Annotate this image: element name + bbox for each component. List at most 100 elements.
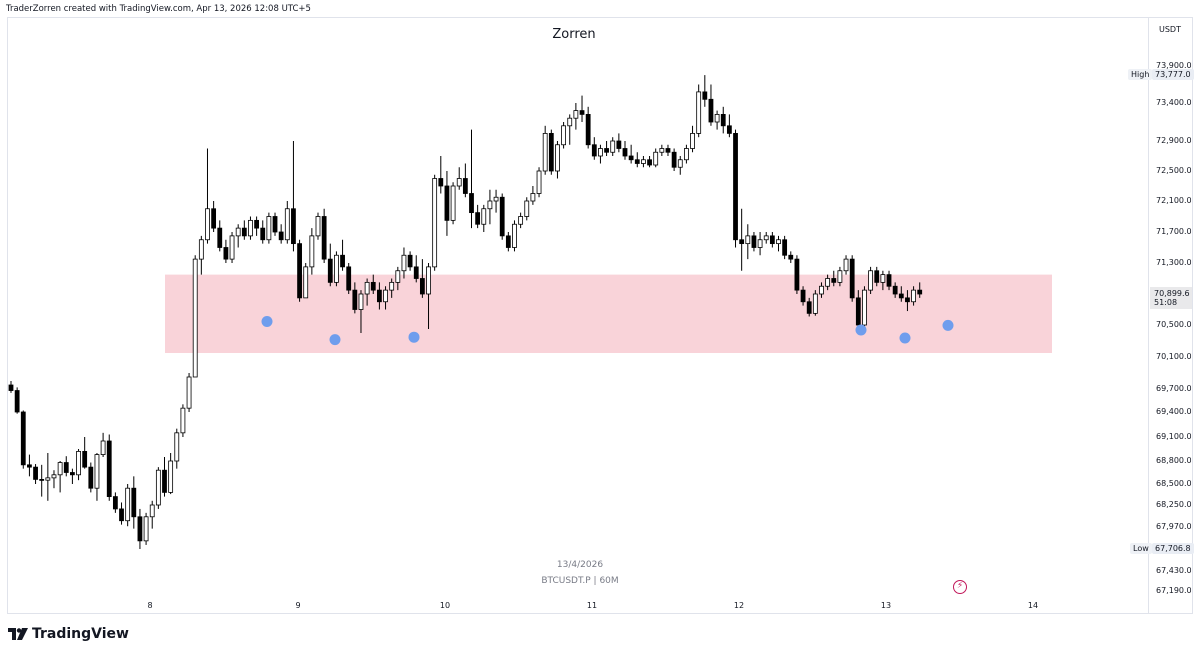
- bolt-icon[interactable]: ⚡: [953, 580, 967, 594]
- candle-body: [917, 289, 923, 295]
- candle: [567, 114, 573, 145]
- candle-body: [604, 148, 609, 153]
- candle: [812, 290, 818, 316]
- candle: [432, 174, 438, 271]
- candle: [143, 512, 149, 545]
- low-value: 67,706.8: [1152, 543, 1194, 554]
- candle: [530, 186, 536, 205]
- y-tick-label: 68,250.0: [1156, 500, 1192, 509]
- candle: [573, 103, 579, 130]
- candle-body: [82, 450, 88, 468]
- candle-body: [628, 155, 634, 161]
- candle: [63, 456, 69, 477]
- candle: [886, 270, 892, 291]
- currency-label[interactable]: USDT: [1159, 25, 1181, 34]
- chart-title: Zorren: [552, 27, 596, 42]
- candle: [763, 232, 769, 244]
- candle-body: [419, 278, 425, 295]
- candle: [376, 282, 382, 310]
- price-axis[interactable]: [1148, 17, 1193, 614]
- candle-body: [27, 464, 32, 468]
- candle: [321, 208, 327, 263]
- candle-body: [812, 293, 818, 314]
- candle: [340, 239, 345, 271]
- candle: [315, 212, 321, 240]
- y-tick-label: 67,970.0: [1156, 522, 1192, 531]
- candle: [223, 239, 229, 263]
- candle-body: [376, 289, 382, 303]
- candle: [211, 201, 217, 232]
- candle-body: [487, 200, 493, 210]
- candle-body: [70, 472, 75, 476]
- y-tick-label: 68,800.0: [1156, 456, 1192, 465]
- candle: [192, 255, 198, 378]
- candle: [266, 212, 272, 244]
- candle: [898, 286, 904, 302]
- candle: [450, 182, 456, 225]
- candle: [14, 387, 20, 414]
- candle-body: [831, 278, 837, 283]
- candle-body: [905, 297, 910, 303]
- footer-brand[interactable]: TradingView: [32, 626, 129, 642]
- candle-body: [346, 266, 352, 291]
- candle-body: [456, 178, 462, 187]
- candle-body: [45, 477, 51, 481]
- candle: [260, 220, 266, 244]
- candle: [714, 110, 720, 130]
- y-tick-label: 70,500.0: [1156, 320, 1192, 329]
- candle: [76, 449, 81, 481]
- candle-body: [223, 247, 229, 260]
- candle: [419, 259, 425, 298]
- candle-body: [383, 289, 388, 303]
- candle: [413, 255, 419, 283]
- candle: [112, 492, 118, 513]
- candle: [352, 282, 358, 314]
- candle-body: [426, 266, 431, 295]
- candle-body: [321, 216, 327, 260]
- y-tick-label: 69,700.0: [1156, 384, 1192, 393]
- tradingview-logo-icon[interactable]: [8, 628, 30, 640]
- candle: [911, 286, 916, 306]
- candle-body: [874, 270, 880, 283]
- candle: [168, 453, 174, 495]
- candle: [309, 228, 315, 275]
- candle: [241, 220, 247, 240]
- candle: [284, 201, 290, 244]
- candle: [438, 156, 444, 194]
- candle: [684, 144, 689, 164]
- candle-body: [8, 384, 14, 391]
- candle: [235, 224, 241, 248]
- candle-body: [125, 487, 131, 522]
- y-tick-label: 73,400.0: [1156, 98, 1192, 107]
- candle-body: [911, 289, 916, 303]
- candle-body: [469, 193, 474, 214]
- candle-body: [217, 227, 223, 248]
- candle: [585, 106, 591, 149]
- candle: [837, 266, 843, 287]
- y-tick-label: 71,700.0: [1156, 227, 1192, 236]
- candle: [512, 220, 517, 252]
- x-tick-label: 13: [880, 601, 892, 610]
- candle: [327, 243, 333, 287]
- candle: [800, 286, 806, 306]
- candle: [370, 274, 376, 294]
- candle: [131, 476, 137, 529]
- candle: [20, 410, 26, 469]
- candle: [647, 156, 652, 168]
- candle: [297, 239, 302, 302]
- candle-body: [880, 274, 886, 283]
- candle: [874, 266, 880, 287]
- candle: [782, 235, 788, 260]
- y-tick-label: 72,500.0: [1156, 166, 1192, 175]
- swing-low-markers: [261, 315, 954, 346]
- candle: [229, 232, 235, 263]
- watermark-date: 13/4/2026: [556, 560, 604, 570]
- candle-body: [162, 469, 167, 493]
- candle: [137, 508, 143, 549]
- candle-body: [278, 231, 284, 241]
- candle-body: [800, 289, 806, 303]
- candle: [905, 290, 910, 312]
- candle-body: [659, 148, 665, 153]
- candle-body: [714, 114, 720, 123]
